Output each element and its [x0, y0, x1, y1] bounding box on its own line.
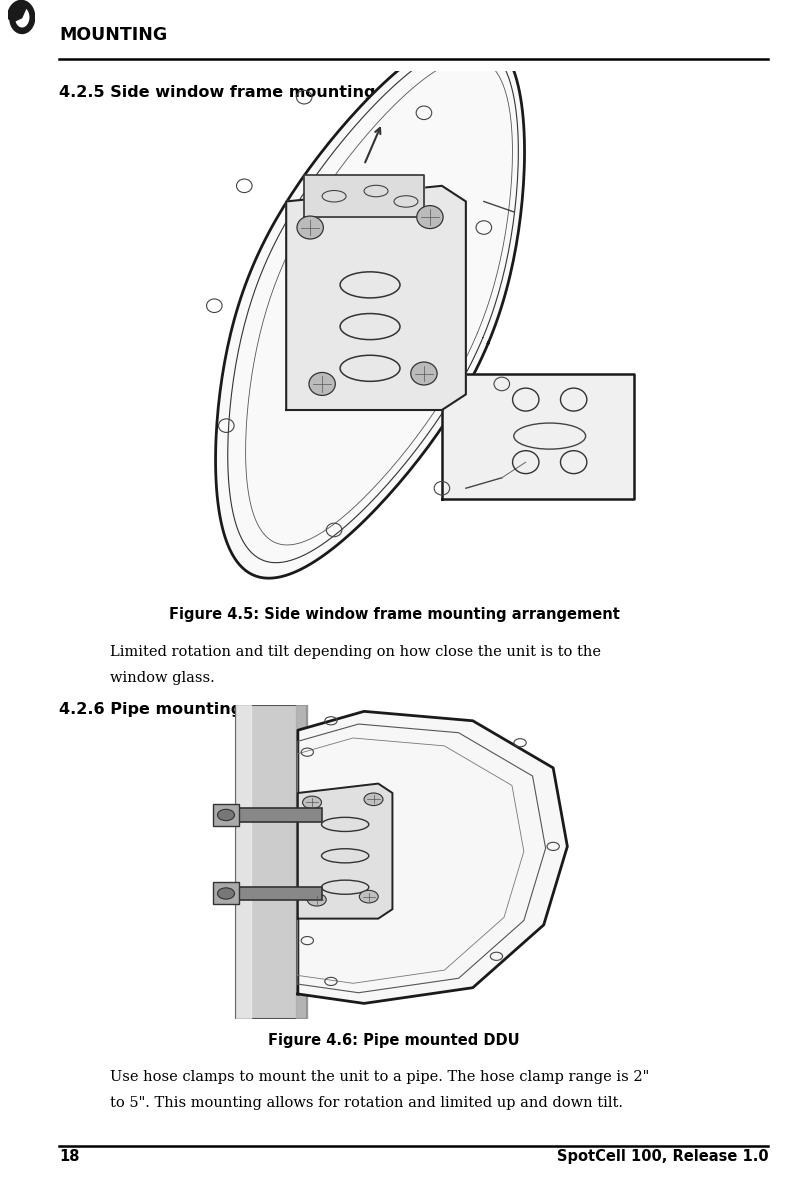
Text: Figure 4.6: Pipe mounted DDU: Figure 4.6: Pipe mounted DDU	[268, 1033, 520, 1049]
Bar	[229, 886, 322, 901]
Text: 4.2.6 Pipe mounting: 4.2.6 Pipe mounting	[59, 702, 243, 717]
Polygon shape	[286, 186, 466, 410]
Circle shape	[217, 809, 235, 821]
Circle shape	[217, 888, 235, 899]
Polygon shape	[296, 705, 307, 1019]
Circle shape	[411, 363, 437, 385]
Circle shape	[364, 793, 383, 806]
Circle shape	[297, 216, 323, 239]
Text: Use hose clamps to mount the unit to a pipe. The hose clamp range is 2": Use hose clamps to mount the unit to a p…	[110, 1070, 649, 1084]
Polygon shape	[298, 711, 567, 1004]
Text: 4.2.5 Side window frame mounting: 4.2.5 Side window frame mounting	[59, 85, 376, 101]
Circle shape	[307, 893, 326, 907]
Text: to 5". This mounting allows for rotation and limited up and down tilt.: to 5". This mounting allows for rotation…	[110, 1096, 623, 1110]
Bar	[229, 808, 322, 822]
Polygon shape	[442, 373, 634, 499]
Text: SpotCell 100, Release 1.0: SpotCell 100, Release 1.0	[556, 1148, 768, 1164]
Polygon shape	[298, 783, 392, 918]
Wedge shape	[11, 5, 27, 23]
Circle shape	[309, 372, 336, 396]
Text: MOUNTING: MOUNTING	[59, 26, 167, 44]
Bar	[213, 803, 239, 826]
Text: 18: 18	[59, 1148, 80, 1164]
Polygon shape	[304, 175, 424, 217]
Text: Limited rotation and tilt depending on how close the unit is to the: Limited rotation and tilt depending on h…	[110, 645, 601, 659]
Polygon shape	[236, 705, 251, 1019]
Text: window glass.: window glass.	[110, 671, 215, 685]
Bar	[213, 883, 239, 904]
Text: Figure 4.5: Side window frame mounting arrangement: Figure 4.5: Side window frame mounting a…	[169, 607, 619, 622]
Circle shape	[417, 206, 443, 229]
Circle shape	[359, 890, 378, 903]
Polygon shape	[216, 33, 525, 578]
Circle shape	[303, 796, 322, 808]
Bar	[236, 705, 307, 1019]
